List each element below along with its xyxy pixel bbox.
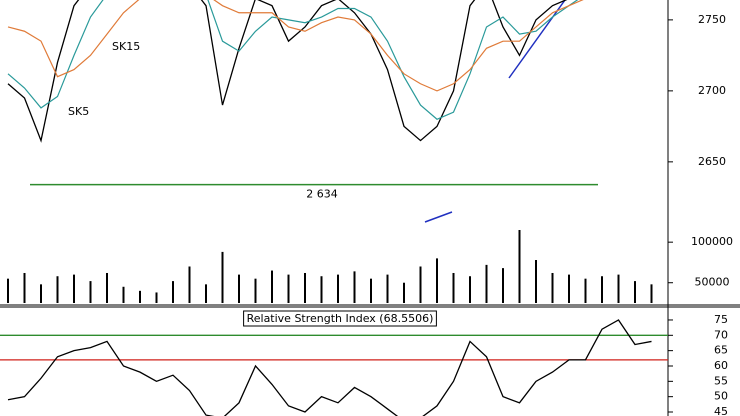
volume-bar xyxy=(139,290,141,303)
volume-bar xyxy=(7,278,9,303)
trend-line xyxy=(424,211,453,223)
y-tick-label: 75 xyxy=(714,313,728,326)
volume-bar xyxy=(551,272,554,303)
volume-bar xyxy=(502,268,504,303)
volume-bar xyxy=(535,260,537,303)
y-tick-label: 100000 xyxy=(691,235,733,248)
volume-bar xyxy=(650,284,653,303)
volume-bar xyxy=(205,284,207,303)
volume-bar xyxy=(403,282,405,303)
volume-bar xyxy=(386,274,389,303)
series-label: SK15 xyxy=(112,40,140,53)
volume-bar xyxy=(337,274,339,303)
volume-bar xyxy=(419,266,422,303)
series-label: SK5 xyxy=(68,105,89,118)
volume-bar xyxy=(23,272,26,303)
plot-area xyxy=(0,319,668,416)
y-tick-label: 55 xyxy=(714,374,728,387)
volume-bar xyxy=(304,272,306,303)
y-tick-label: 50000 xyxy=(695,276,730,289)
volume-bar xyxy=(485,264,488,303)
y-tick-label: 70 xyxy=(714,328,728,341)
volume-bar xyxy=(89,281,92,303)
volume-bar xyxy=(155,292,158,303)
volume-bar xyxy=(568,274,570,303)
volume-bar xyxy=(122,286,125,303)
volume-bar xyxy=(469,276,471,303)
volume-bar xyxy=(172,281,174,303)
trend-line xyxy=(508,0,566,79)
price-line xyxy=(7,0,579,120)
y-tick-label: 45 xyxy=(714,405,728,416)
volume-bar xyxy=(254,278,257,303)
price-line xyxy=(7,0,584,92)
y-tick-label: 60 xyxy=(714,359,728,372)
volume-bar xyxy=(320,276,323,303)
volume-bar xyxy=(287,274,290,303)
y-tick-label: 2650 xyxy=(698,155,726,168)
price-line xyxy=(7,319,652,416)
support-label: 2 634 xyxy=(306,188,338,201)
volume-bar xyxy=(601,276,603,303)
volume-bar xyxy=(518,230,521,303)
volume-bar xyxy=(238,274,240,303)
volume-bar xyxy=(353,271,356,303)
y-tick-label: 2750 xyxy=(698,13,726,26)
volume-bar xyxy=(40,284,42,303)
volume-bar xyxy=(73,274,75,303)
volume-bar xyxy=(106,272,108,303)
plot-area xyxy=(7,230,653,303)
volume-bar xyxy=(452,272,455,303)
volume-bar xyxy=(271,270,273,303)
volume-bar xyxy=(634,281,636,303)
y-tick-label: 50 xyxy=(714,390,728,403)
volume-bar xyxy=(436,258,438,303)
volume-bar xyxy=(617,274,620,303)
volume-bar xyxy=(188,266,191,303)
volume-bar xyxy=(584,278,587,303)
price-line xyxy=(7,0,568,143)
indicator-title: Relative Strength Index (68.5506) xyxy=(247,312,434,325)
volume-bar xyxy=(56,276,59,303)
y-tick-label: 65 xyxy=(714,344,728,357)
y-tick-label: 2700 xyxy=(698,84,726,97)
volume-bar xyxy=(370,278,372,303)
volume-bar xyxy=(221,251,224,303)
title-box xyxy=(243,310,437,327)
plot-area xyxy=(7,0,598,186)
